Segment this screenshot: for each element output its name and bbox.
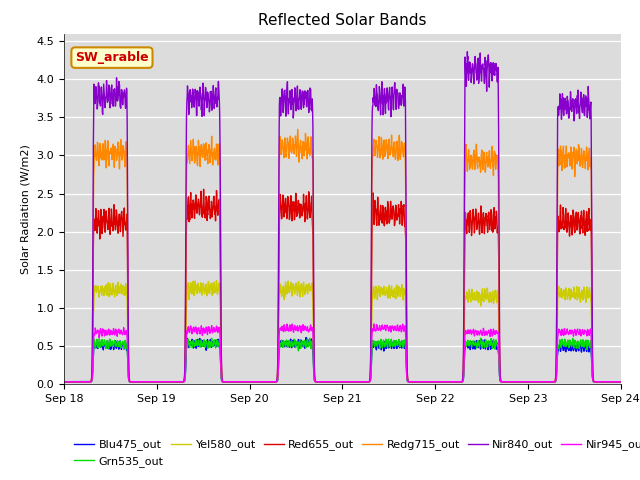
Blu475_out (93, 338, 100, 344)
Nir945_out (617, 379, 625, 384)
Yel580_out (617, 379, 625, 384)
Blu475_out (308, 345, 316, 350)
Nir840_out (617, 379, 625, 384)
Blu475_out (60, 379, 68, 384)
Nir840_out (93, 97, 100, 103)
Red655_out (419, 379, 426, 384)
Yel580_out (308, 286, 316, 291)
Nir840_out (463, 49, 471, 55)
Nir840_out (418, 379, 426, 384)
Redg715_out (541, 379, 548, 384)
Nir840_out (60, 379, 68, 384)
Legend: Blu475_out, Grn535_out, Yel580_out, Red655_out, Redg715_out, Nir840_out, Nir945_: Blu475_out, Grn535_out, Yel580_out, Red6… (70, 435, 640, 471)
Redg715_out (60, 379, 68, 384)
Blu475_out (299, 340, 307, 346)
Nir945_out (93, 330, 100, 336)
Nir945_out (308, 325, 316, 331)
Line: Yel580_out: Yel580_out (64, 281, 621, 382)
Redg715_out (617, 379, 625, 384)
Nir945_out (356, 379, 364, 384)
Redg715_out (294, 126, 301, 132)
Blu475_out (419, 379, 426, 384)
Blu475_out (541, 379, 548, 384)
Nir945_out (60, 379, 68, 384)
Yel580_out (541, 379, 548, 384)
Nir840_out (308, 108, 316, 114)
Nir840_out (356, 379, 364, 384)
Yel580_out (419, 379, 426, 384)
Line: Red655_out: Red655_out (64, 189, 621, 382)
Red655_out (93, 225, 100, 231)
Redg715_out (300, 139, 307, 144)
Yel580_out (300, 283, 307, 288)
Nir945_out (419, 379, 426, 384)
Red655_out (541, 379, 548, 384)
Nir945_out (371, 321, 378, 327)
Redg715_out (356, 379, 364, 384)
Nir945_out (299, 322, 307, 327)
Red655_out (356, 379, 364, 384)
Title: Reflected Solar Bands: Reflected Solar Bands (258, 13, 427, 28)
Line: Nir840_out: Nir840_out (64, 52, 621, 382)
Blu475_out (302, 335, 310, 340)
Grn535_out (299, 341, 307, 347)
Line: Grn535_out: Grn535_out (64, 338, 621, 382)
Nir840_out (541, 379, 548, 384)
Yel580_out (356, 379, 364, 384)
Nir945_out (541, 379, 548, 384)
Grn535_out (541, 379, 548, 384)
Yel580_out (212, 278, 220, 284)
Redg715_out (419, 379, 426, 384)
Line: Nir945_out: Nir945_out (64, 324, 621, 382)
Grn535_out (356, 379, 364, 384)
Red655_out (308, 216, 316, 222)
Line: Blu475_out: Blu475_out (64, 337, 621, 382)
Grn535_out (418, 379, 426, 384)
Blu475_out (356, 379, 364, 384)
Y-axis label: Solar Radiation (W/m2): Solar Radiation (W/m2) (21, 144, 31, 274)
Blu475_out (617, 379, 625, 384)
Red655_out (200, 186, 207, 192)
Text: SW_arable: SW_arable (75, 51, 148, 64)
Grn535_out (477, 336, 484, 341)
Line: Redg715_out: Redg715_out (64, 129, 621, 382)
Grn535_out (308, 339, 316, 345)
Nir840_out (299, 88, 307, 94)
Red655_out (617, 379, 625, 384)
Grn535_out (60, 379, 68, 384)
Yel580_out (60, 379, 68, 384)
Grn535_out (617, 379, 625, 384)
Grn535_out (93, 336, 100, 342)
Redg715_out (308, 155, 316, 160)
Red655_out (300, 203, 307, 208)
Red655_out (60, 379, 68, 384)
Redg715_out (93, 153, 100, 158)
Yel580_out (93, 284, 100, 289)
